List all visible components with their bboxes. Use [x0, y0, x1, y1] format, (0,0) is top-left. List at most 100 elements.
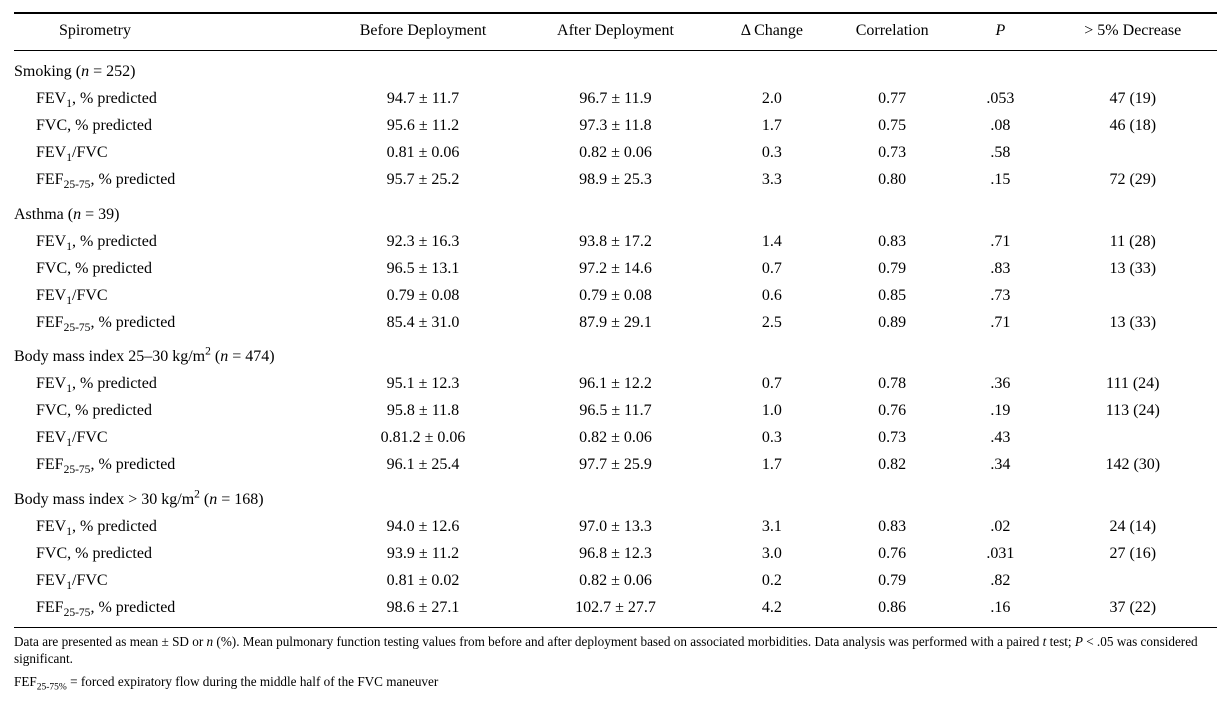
correlation-value: 0.83: [832, 228, 952, 255]
metric-label: FEV1/FVC: [14, 425, 327, 452]
p-value: .16: [952, 594, 1048, 627]
p-value: .15: [952, 167, 1048, 194]
decrease-value: 13 (33): [1049, 309, 1217, 336]
table-row: FEF25-75, % predicted95.7 ± 25.298.9 ± 2…: [14, 167, 1217, 194]
correlation-value: 0.85: [832, 282, 952, 309]
decrease-value: 27 (16): [1049, 540, 1217, 567]
decrease-value: 47 (19): [1049, 86, 1217, 113]
delta-value: 2.5: [712, 309, 832, 336]
metric-label: FEF25-75, % predicted: [14, 167, 327, 194]
delta-value: 3.0: [712, 540, 832, 567]
column-header: Spirometry: [14, 13, 327, 51]
decrease-value: 142 (30): [1049, 452, 1217, 479]
before-value: 94.7 ± 11.7: [327, 86, 519, 113]
table-row: FVC, % predicted93.9 ± 11.296.8 ± 12.33.…: [14, 540, 1217, 567]
correlation-value: 0.76: [832, 540, 952, 567]
correlation-value: 0.82: [832, 452, 952, 479]
metric-label: FVC, % predicted: [14, 255, 327, 282]
metric-label: FEF25-75, % predicted: [14, 594, 327, 627]
table-row: FEV1/FVC0.81.2 ± 0.060.82 ± 0.060.30.73.…: [14, 425, 1217, 452]
correlation-value: 0.73: [832, 140, 952, 167]
p-value: .82: [952, 567, 1048, 594]
correlation-value: 0.75: [832, 113, 952, 140]
metric-label: FEV1, % predicted: [14, 86, 327, 113]
metric-label: FEV1/FVC: [14, 282, 327, 309]
after-value: 96.1 ± 12.2: [519, 371, 711, 398]
spirometry-table: SpirometryBefore DeploymentAfter Deploym…: [14, 12, 1217, 628]
table-row: FEV1/FVC0.79 ± 0.080.79 ± 0.080.60.85.73: [14, 282, 1217, 309]
metric-label: FEV1/FVC: [14, 567, 327, 594]
correlation-value: 0.78: [832, 371, 952, 398]
correlation-value: 0.77: [832, 86, 952, 113]
group-label: Body mass index 25–30 kg/m2 (n = 474): [14, 336, 1217, 371]
delta-value: 1.4: [712, 228, 832, 255]
column-header: Before Deployment: [327, 13, 519, 51]
group-row: Asthma (n = 39): [14, 194, 1217, 229]
before-value: 0.81.2 ± 0.06: [327, 425, 519, 452]
correlation-value: 0.83: [832, 513, 952, 540]
decrease-value: [1049, 425, 1217, 452]
before-value: 95.8 ± 11.8: [327, 398, 519, 425]
before-value: 0.81 ± 0.06: [327, 140, 519, 167]
metric-label: FEF25-75, % predicted: [14, 309, 327, 336]
after-value: 97.2 ± 14.6: [519, 255, 711, 282]
metric-label: FVC, % predicted: [14, 398, 327, 425]
correlation-value: 0.73: [832, 425, 952, 452]
p-value: .83: [952, 255, 1048, 282]
group-row: Body mass index 25–30 kg/m2 (n = 474): [14, 336, 1217, 371]
delta-value: 0.3: [712, 140, 832, 167]
delta-value: 3.1: [712, 513, 832, 540]
p-value: .43: [952, 425, 1048, 452]
before-value: 0.81 ± 0.02: [327, 567, 519, 594]
decrease-value: 11 (28): [1049, 228, 1217, 255]
before-value: 92.3 ± 16.3: [327, 228, 519, 255]
group-row: Smoking (n = 252): [14, 51, 1217, 86]
decrease-value: 113 (24): [1049, 398, 1217, 425]
after-value: 97.0 ± 13.3: [519, 513, 711, 540]
metric-label: FEV1, % predicted: [14, 371, 327, 398]
delta-value: 1.0: [712, 398, 832, 425]
p-value: .031: [952, 540, 1048, 567]
delta-value: 1.7: [712, 452, 832, 479]
after-value: 0.82 ± 0.06: [519, 425, 711, 452]
delta-value: 4.2: [712, 594, 832, 627]
table-row: FEV1, % predicted94.7 ± 11.796.7 ± 11.92…: [14, 86, 1217, 113]
before-value: 96.5 ± 13.1: [327, 255, 519, 282]
metric-label: FVC, % predicted: [14, 113, 327, 140]
after-value: 98.9 ± 25.3: [519, 167, 711, 194]
decrease-value: 24 (14): [1049, 513, 1217, 540]
table-row: FVC, % predicted96.5 ± 13.197.2 ± 14.60.…: [14, 255, 1217, 282]
p-value: .19: [952, 398, 1048, 425]
delta-value: 3.3: [712, 167, 832, 194]
p-value: .71: [952, 309, 1048, 336]
table-row: FEV1/FVC0.81 ± 0.020.82 ± 0.060.20.79.82: [14, 567, 1217, 594]
before-value: 95.1 ± 12.3: [327, 371, 519, 398]
column-header: Correlation: [832, 13, 952, 51]
before-value: 98.6 ± 27.1: [327, 594, 519, 627]
metric-label: FEV1, % predicted: [14, 228, 327, 255]
correlation-value: 0.80: [832, 167, 952, 194]
column-header: Δ Change: [712, 13, 832, 51]
after-value: 96.7 ± 11.9: [519, 86, 711, 113]
group-label: Asthma (n = 39): [14, 194, 1217, 229]
p-value: .71: [952, 228, 1048, 255]
decrease-value: 46 (18): [1049, 113, 1217, 140]
p-value: .58: [952, 140, 1048, 167]
table-row: FEF25-75, % predicted96.1 ± 25.497.7 ± 2…: [14, 452, 1217, 479]
group-label: Smoking (n = 252): [14, 51, 1217, 86]
table-row: FEV1/FVC0.81 ± 0.060.82 ± 0.060.30.73.58: [14, 140, 1217, 167]
delta-value: 0.7: [712, 371, 832, 398]
table-row: FEV1, % predicted92.3 ± 16.393.8 ± 17.21…: [14, 228, 1217, 255]
table-row: FEF25-75, % predicted85.4 ± 31.087.9 ± 2…: [14, 309, 1217, 336]
table-row: FVC, % predicted95.8 ± 11.896.5 ± 11.71.…: [14, 398, 1217, 425]
p-value: .73: [952, 282, 1048, 309]
footnote-line: Data are presented as mean ± SD or n (%)…: [14, 628, 1217, 669]
after-value: 0.82 ± 0.06: [519, 567, 711, 594]
delta-value: 2.0: [712, 86, 832, 113]
after-value: 102.7 ± 27.7: [519, 594, 711, 627]
before-value: 96.1 ± 25.4: [327, 452, 519, 479]
before-value: 95.6 ± 11.2: [327, 113, 519, 140]
decrease-value: 13 (33): [1049, 255, 1217, 282]
metric-label: FEV1/FVC: [14, 140, 327, 167]
after-value: 97.7 ± 25.9: [519, 452, 711, 479]
